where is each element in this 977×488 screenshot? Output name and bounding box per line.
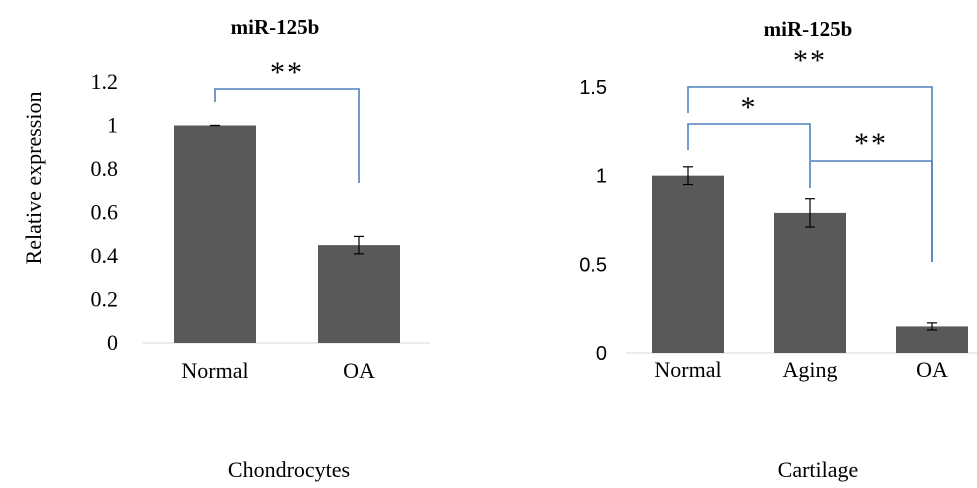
bar-oa bbox=[896, 326, 968, 353]
x-axis-label: Cartilage bbox=[778, 457, 859, 482]
y-tick-label: 0.8 bbox=[91, 156, 119, 181]
error-bars bbox=[210, 124, 364, 255]
error-bar bbox=[927, 322, 937, 331]
category-labels: Normal OA bbox=[181, 358, 375, 383]
category-label: OA bbox=[916, 357, 948, 382]
significance-brackets: ***** bbox=[687, 44, 933, 262]
error-bar bbox=[805, 198, 815, 228]
x-axis-label: Chondrocytes bbox=[228, 457, 350, 482]
y-tick-labels: 0 0.2 0.4 0.6 0.8 1 1.2 bbox=[91, 69, 119, 355]
significance-label: ** bbox=[854, 127, 888, 160]
y-tick-label: 0 bbox=[107, 330, 118, 355]
significance-label: ** bbox=[270, 56, 304, 89]
bars bbox=[174, 125, 400, 343]
error-bar bbox=[683, 166, 693, 186]
category-label: Normal bbox=[181, 358, 248, 383]
significance-bracket: * bbox=[687, 91, 811, 160]
y-tick-label: 0 bbox=[596, 343, 607, 365]
y-tick-label: 0.6 bbox=[91, 200, 119, 225]
y-axis-label: Relative expression bbox=[21, 92, 46, 265]
y-tick-label: 0.2 bbox=[91, 287, 119, 312]
category-label: OA bbox=[343, 358, 375, 383]
y-tick-label: 1 bbox=[596, 166, 607, 188]
y-tick-label: 1 bbox=[107, 113, 118, 138]
chart-chondrocytes: miR-125b Relative expression Chondrocyte… bbox=[21, 15, 430, 482]
significance-brackets: ** bbox=[214, 56, 360, 183]
bar-normal bbox=[174, 125, 256, 343]
y-tick-label: 0.4 bbox=[91, 243, 119, 268]
chart-title: miR-125b bbox=[764, 17, 853, 41]
category-label: Aging bbox=[783, 357, 838, 382]
significance-label: * bbox=[741, 91, 758, 124]
y-tick-label: 1.5 bbox=[579, 77, 607, 99]
significance-bracket: ** bbox=[687, 44, 933, 262]
significance-label: ** bbox=[793, 44, 827, 77]
significance-bracket: ** bbox=[214, 56, 360, 183]
category-label: Normal bbox=[654, 357, 721, 382]
category-labels: Normal Aging OA bbox=[654, 357, 948, 382]
bar-aging bbox=[774, 212, 846, 353]
bar-oa bbox=[318, 245, 400, 343]
y-tick-label: 1.2 bbox=[91, 69, 119, 94]
y-tick-labels: 0 0.5 1 1.5 bbox=[579, 77, 607, 365]
bars bbox=[652, 175, 968, 353]
chart-title: miR-125b bbox=[231, 15, 320, 39]
bar-normal bbox=[652, 175, 724, 353]
y-tick-label: 0.5 bbox=[579, 254, 607, 276]
error-bars bbox=[683, 166, 937, 331]
error-bar bbox=[354, 235, 364, 255]
chart-cartilage: miR-125b Cartilage 0 0.5 1 1.5 Normal Aging O… bbox=[579, 17, 977, 482]
